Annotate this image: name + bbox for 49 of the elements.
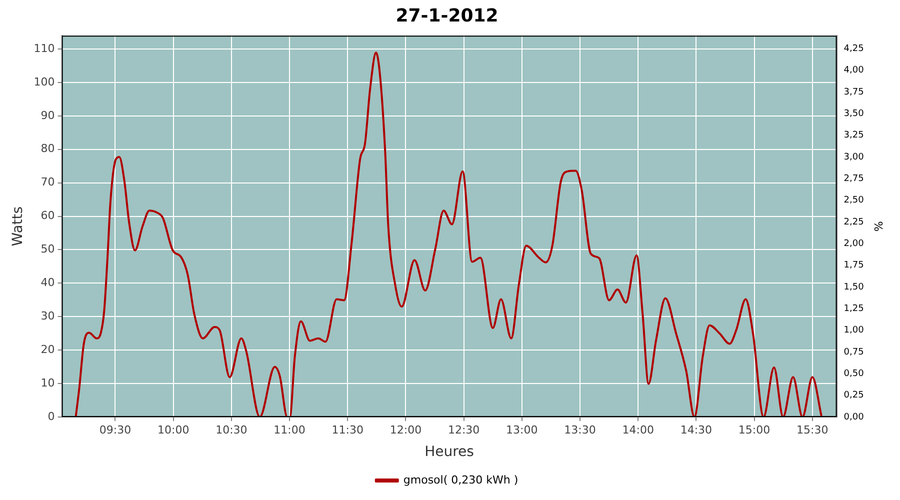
x-tick-label: 15:30: [796, 423, 828, 436]
y2-tick-label: 3,50: [844, 108, 864, 119]
x-tick-label: 14:30: [680, 423, 712, 436]
x-tick-label: 10:30: [216, 423, 248, 436]
y2-axis-title: %: [872, 221, 885, 232]
x-tick-label: 12:00: [390, 423, 422, 436]
y2-tick-label: 0,25: [844, 390, 864, 401]
x-tick-label: 13:00: [506, 423, 538, 436]
x-tick-label: 13:30: [564, 423, 596, 436]
y2-tick-label: 0,75: [844, 347, 864, 358]
y2-tick-label: 2,25: [844, 217, 864, 228]
x-tick-label: 11:30: [332, 423, 364, 436]
y-tick-label: 20: [40, 342, 55, 356]
y2-tick-label: 2,00: [844, 238, 864, 249]
y2-tick-label: 2,50: [844, 196, 864, 206]
chart-title: 27-1-2012: [396, 5, 498, 26]
y-tick-label: 110: [34, 42, 55, 55]
x-tick-label: 10:00: [157, 423, 190, 436]
y-tick-label: 50: [40, 242, 55, 256]
y2-tick-label: 3,75: [844, 87, 864, 98]
y-axis-title: Watts: [10, 206, 26, 246]
y-tick-label: 10: [40, 376, 55, 390]
y2-tick-label: 1,50: [844, 282, 864, 292]
y-tick-label: 70: [40, 176, 55, 189]
y2-tick-label: 1,00: [844, 326, 864, 336]
y2-tick-label: 0,00: [844, 412, 864, 422]
y-tick-label: 100: [34, 75, 55, 88]
y2-tick-label: 4,25: [844, 44, 864, 54]
y-tick-label: 60: [40, 209, 55, 222]
x-tick-label: 14:00: [622, 423, 654, 436]
x-tick-label: 12:30: [448, 423, 480, 436]
x-tick-label: 09:30: [99, 423, 132, 436]
y2-tick-label: 1,75: [844, 260, 864, 271]
x-tick-label: 15:00: [738, 423, 770, 436]
line-series: [74, 52, 823, 417]
y-tick-label: 90: [40, 108, 55, 122]
y2-tick-label: 0,50: [844, 369, 864, 380]
x-tick-label: 11:00: [274, 423, 306, 436]
y2-tick-label: 1,25: [844, 304, 864, 314]
y2-tick-label: 4,00: [844, 66, 864, 76]
y-tick-label: 40: [40, 276, 55, 290]
y2-tick-label: 2,75: [844, 174, 864, 184]
y-tick-label: 0: [48, 410, 55, 423]
y-tick-label: 30: [40, 309, 55, 322]
legend-label: gmosol( 0,230 kWh ): [403, 473, 518, 486]
x-axis-title: Heures: [424, 444, 474, 460]
y-tick-label: 80: [40, 142, 55, 156]
y2-tick-label: 3,00: [844, 152, 864, 162]
y2-tick-label: 3,25: [844, 130, 864, 141]
